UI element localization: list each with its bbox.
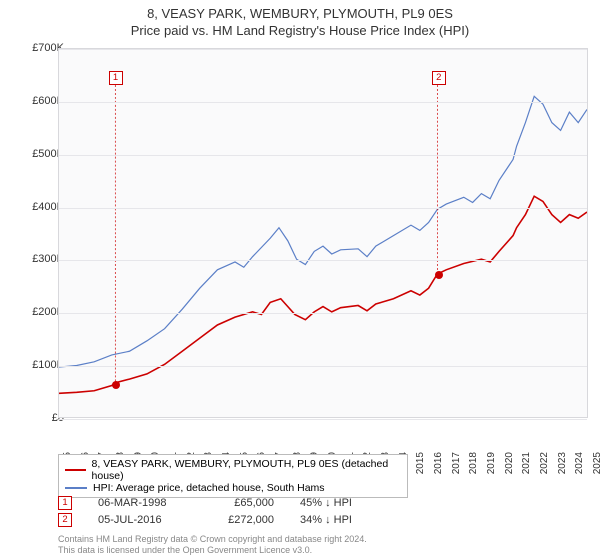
chart-plot-area: 12 (58, 48, 588, 418)
x-tick-label: 2015 (415, 452, 426, 474)
legend-swatch-hpi (65, 487, 87, 489)
marker-index-icon: 1 (58, 496, 72, 510)
footer-line-1: Contains HM Land Registry data © Crown c… (58, 534, 367, 544)
x-tick-label: 2025 (592, 452, 600, 474)
marker-box: 2 (432, 71, 446, 85)
x-tick-label: 2022 (539, 452, 550, 474)
transaction-date: 06-MAR-1998 (98, 497, 188, 509)
transaction-date: 05-JUL-2016 (98, 514, 188, 526)
marker-dot (435, 271, 443, 279)
marker-index-icon: 2 (58, 513, 72, 527)
marker-box: 1 (109, 71, 123, 85)
chart-subtitle: Price paid vs. HM Land Registry's House … (0, 21, 600, 44)
legend-swatch-property (65, 469, 86, 471)
footer-attribution: Contains HM Land Registry data © Crown c… (58, 534, 588, 556)
legend: 8, VEASY PARK, WEMBURY, PLYMOUTH, PL9 0E… (58, 454, 408, 498)
legend-row-hpi: HPI: Average price, detached house, Sout… (65, 482, 401, 494)
transaction-price: £65,000 (214, 497, 274, 509)
transactions-table: 1 06-MAR-1998 £65,000 45% ↓ HPI 2 05-JUL… (58, 496, 390, 530)
chart-lines (59, 49, 587, 417)
x-tick-label: 2018 (468, 452, 479, 474)
table-row: 1 06-MAR-1998 £65,000 45% ↓ HPI (58, 496, 390, 510)
transaction-vs-hpi: 34% ↓ HPI (300, 514, 390, 526)
chart-container: 8, VEASY PARK, WEMBURY, PLYMOUTH, PL9 0E… (0, 0, 600, 560)
footer-line-2: This data is licensed under the Open Gov… (58, 545, 312, 555)
x-tick-label: 2021 (521, 452, 532, 474)
series-line-property (59, 196, 587, 393)
marker-dot (112, 381, 120, 389)
x-tick-label: 2024 (574, 452, 585, 474)
x-tick-label: 2019 (486, 452, 497, 474)
x-tick-label: 2023 (557, 452, 568, 474)
x-tick-label: 2017 (451, 452, 462, 474)
x-tick-label: 2020 (504, 452, 515, 474)
table-row: 2 05-JUL-2016 £272,000 34% ↓ HPI (58, 513, 390, 527)
transaction-price: £272,000 (214, 514, 274, 526)
x-tick-label: 2016 (433, 452, 444, 474)
transaction-vs-hpi: 45% ↓ HPI (300, 497, 390, 509)
chart-title: 8, VEASY PARK, WEMBURY, PLYMOUTH, PL9 0E… (0, 0, 600, 21)
legend-label-property: 8, VEASY PARK, WEMBURY, PLYMOUTH, PL9 0E… (92, 458, 401, 482)
series-line-hpi (59, 96, 587, 367)
legend-row-property: 8, VEASY PARK, WEMBURY, PLYMOUTH, PL9 0E… (65, 458, 401, 482)
legend-label-hpi: HPI: Average price, detached house, Sout… (93, 482, 325, 494)
